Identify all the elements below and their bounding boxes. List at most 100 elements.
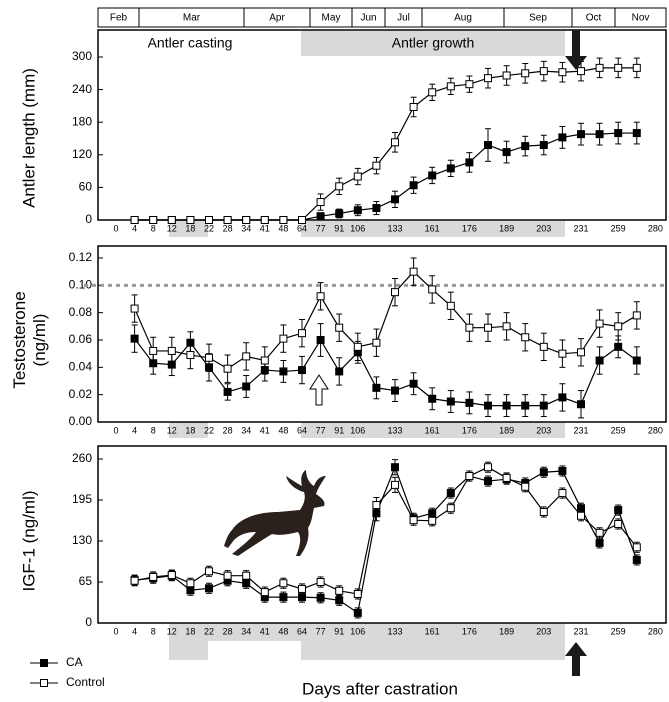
- growth-shade: [301, 31, 565, 56]
- month-label: Nov: [632, 13, 650, 24]
- data-point: [446, 489, 455, 498]
- arrow-up: [565, 642, 587, 676]
- data-point: [335, 209, 344, 218]
- data-point: [502, 473, 511, 482]
- data-point: [558, 133, 567, 142]
- data-point: [353, 206, 362, 215]
- data-point: [223, 216, 232, 224]
- y-tick-label: 130: [72, 533, 92, 547]
- y-tick-label: 0.04: [69, 360, 93, 374]
- y-tick-label: 120: [72, 147, 92, 161]
- data-point: [372, 501, 381, 510]
- data-point: [465, 80, 474, 89]
- data-point: [372, 204, 381, 213]
- data-point: [539, 468, 548, 477]
- y-tick-label: 240: [72, 82, 92, 96]
- data-point: [558, 393, 567, 402]
- data-point: [428, 516, 437, 525]
- data-point: [484, 477, 492, 486]
- data-point: [335, 367, 344, 376]
- data-point: [391, 288, 399, 297]
- y-tick-label: 0: [85, 615, 92, 629]
- x-tick-label: 133: [387, 223, 402, 233]
- data-point: [298, 329, 306, 338]
- data-point: [595, 319, 604, 328]
- y-axis-label: Testosterone(ng/ml): [10, 291, 49, 388]
- month-label: Jun: [360, 13, 376, 24]
- x-tick-label: 161: [425, 223, 440, 233]
- growth-shade: [301, 221, 565, 237]
- data-point: [446, 301, 455, 310]
- x-tick-label: 91: [334, 223, 344, 233]
- month-label: May: [322, 13, 341, 24]
- data-point: [372, 338, 381, 347]
- data-point: [409, 102, 418, 111]
- x-tick-label: 8: [151, 425, 156, 435]
- x-tick-label: 34: [241, 223, 251, 233]
- data-point: [502, 71, 511, 80]
- x-tick-label: 77: [316, 626, 326, 636]
- month-label: Mar: [183, 13, 201, 24]
- data-point: [595, 63, 604, 72]
- period-label: Antler casting: [148, 35, 233, 51]
- x-tick-label: 133: [387, 425, 402, 435]
- x-tick-label: 22: [204, 223, 214, 233]
- data-point: [614, 342, 623, 351]
- data-point: [502, 401, 511, 410]
- data-point: [595, 130, 604, 139]
- data-point: [409, 516, 418, 525]
- data-point: [632, 129, 641, 138]
- data-point: [391, 480, 399, 489]
- x-tick-label: 189: [499, 626, 514, 636]
- legend-label: CA: [66, 655, 83, 669]
- data-point: [391, 386, 399, 395]
- y-tick-label: 300: [72, 49, 92, 63]
- y-tick-label: 60: [79, 180, 93, 194]
- data-point: [484, 74, 492, 83]
- y-tick-label: 195: [72, 492, 92, 506]
- data-point: [446, 397, 455, 406]
- series-line: [134, 466, 638, 595]
- x-tick-label: 12: [167, 425, 177, 435]
- data-point: [242, 352, 251, 361]
- data-point: [242, 382, 251, 391]
- data-point: [465, 398, 474, 407]
- data-point: [484, 463, 492, 472]
- data-point: [632, 311, 641, 320]
- x-tick-label: 106: [350, 425, 365, 435]
- data-point: [595, 528, 604, 537]
- data-point: [577, 511, 585, 520]
- x-tick-label: 64: [297, 425, 307, 435]
- data-point: [391, 138, 399, 147]
- series-line: [134, 132, 637, 221]
- data-point: [632, 543, 641, 552]
- period-gap: [208, 641, 301, 660]
- data-point: [260, 356, 269, 365]
- x-tick-label: 28: [223, 425, 233, 435]
- data-point: [167, 216, 176, 224]
- x-tick-label: 34: [241, 425, 251, 435]
- data-point: [223, 364, 232, 373]
- y-tick-label: 0.10: [69, 278, 93, 292]
- data-point: [167, 571, 176, 580]
- x-tick-label: 0: [113, 223, 118, 233]
- x-tick-label: 12: [167, 626, 177, 636]
- data-point: [595, 356, 604, 365]
- x-tick-label: 176: [462, 425, 477, 435]
- data-point: [446, 82, 455, 91]
- arrow-down: [565, 30, 587, 70]
- data-point: [167, 346, 176, 355]
- x-tick-label: 189: [499, 425, 514, 435]
- data-point: [242, 216, 251, 224]
- data-point: [205, 584, 213, 593]
- x-tick-label: 231: [573, 425, 588, 435]
- data-point: [242, 571, 251, 580]
- data-point: [205, 567, 213, 576]
- data-point: [521, 69, 530, 78]
- data-point: [316, 292, 325, 301]
- data-point: [130, 216, 139, 224]
- data-point: [298, 584, 306, 593]
- x-tick-label: 91: [334, 626, 344, 636]
